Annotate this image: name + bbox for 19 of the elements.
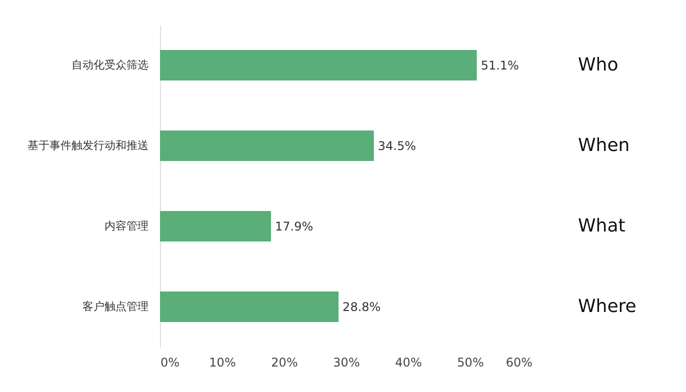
x-tick-label: 0% bbox=[160, 356, 180, 370]
data-label: 51.1% bbox=[480, 58, 519, 72]
data-label: 17.9% bbox=[274, 219, 314, 234]
x-tick-label: 40% bbox=[395, 356, 422, 370]
x-tick-label: 60% bbox=[506, 356, 532, 370]
y-tick-label: 内容管理 bbox=[104, 219, 148, 232]
text: What bbox=[578, 215, 626, 236]
y-tick-label: 客户触点管理 bbox=[82, 300, 148, 313]
text: When bbox=[578, 134, 630, 156]
x-tick-label: 50% bbox=[457, 356, 484, 370]
data-label: 28.8% bbox=[342, 300, 381, 314]
data-label: 34.5% bbox=[378, 138, 416, 153]
y-tick-label: 基于事件触发行动和推送 bbox=[28, 138, 148, 152]
x-tick-label: 20% bbox=[271, 356, 298, 370]
x-tick-label: 10% bbox=[209, 356, 236, 370]
y-tick-label: 自动化受众筛选 bbox=[72, 58, 148, 72]
text: Where bbox=[578, 296, 636, 317]
x-tick-label: 30% bbox=[333, 356, 360, 370]
text: Who bbox=[578, 54, 618, 76]
